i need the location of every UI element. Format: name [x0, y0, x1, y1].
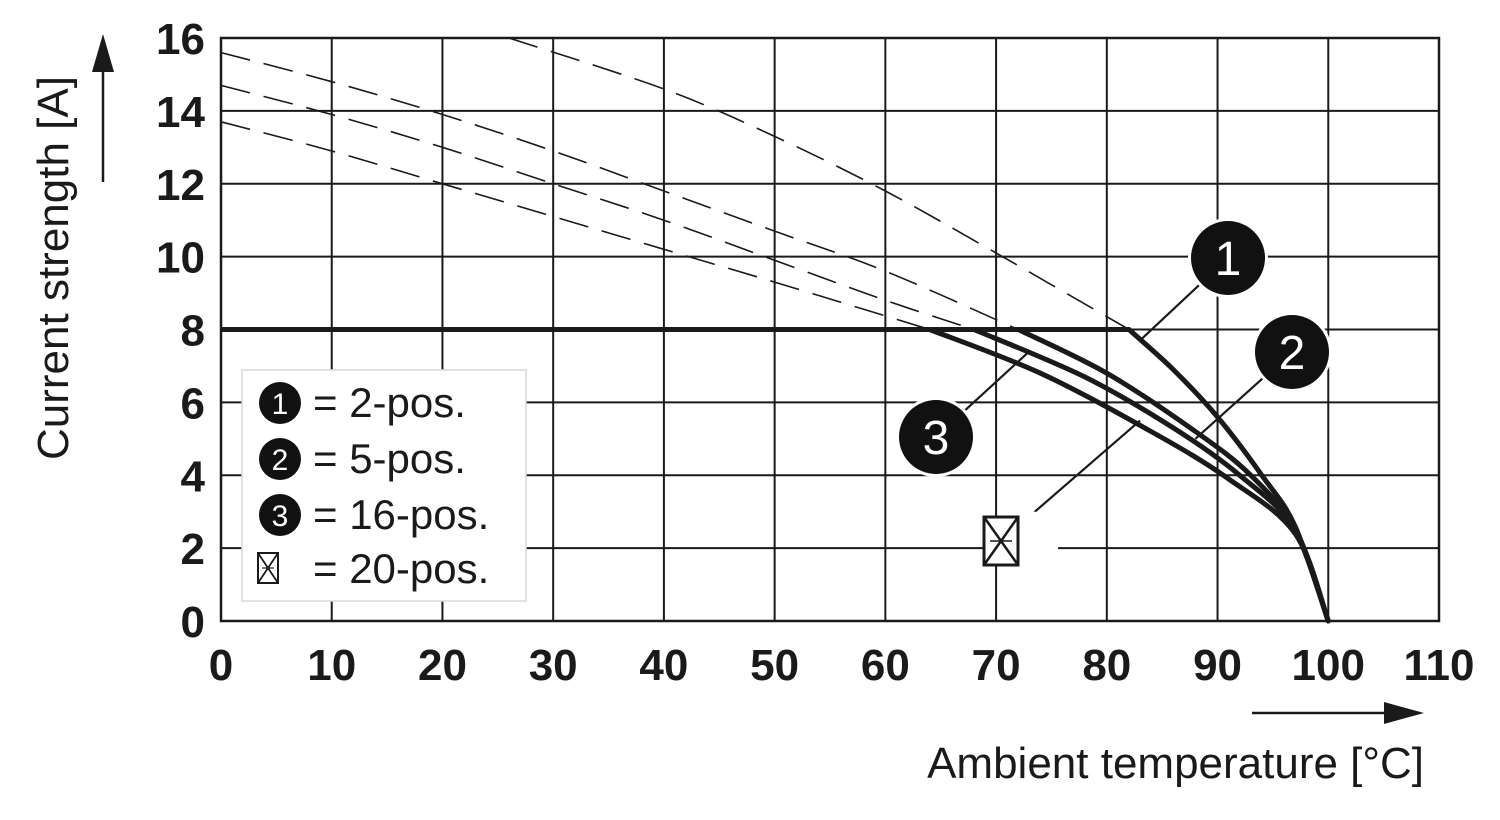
y-tick-label: 10	[156, 234, 205, 283]
x-tick-label: 40	[639, 641, 688, 690]
legend-item-2: 2 = 5-pos.	[259, 435, 466, 482]
callout-leader	[1022, 419, 1141, 523]
legend: 1 = 2-pos. 2 = 5-pos. 3 = 16-pos. = 20-p…	[241, 369, 527, 602]
legend-item-1: 1 = 2-pos.	[259, 379, 466, 426]
x-tick-label: 110	[1404, 641, 1475, 690]
x-tick-label: 100	[1292, 641, 1365, 690]
x-tick-label: 50	[750, 641, 799, 690]
y-tick-label: 6	[181, 379, 205, 428]
x-tick-label: 70	[972, 641, 1021, 690]
legend-label: = 16-pos.	[313, 491, 489, 538]
y-tick-label: 16	[156, 15, 205, 64]
y-tick-label: 12	[156, 161, 205, 210]
y-tick-label: 8	[181, 307, 205, 356]
legend-marker-label: 2	[272, 444, 289, 477]
marker-2-icon	[259, 438, 301, 480]
legend-item-3: 3 = 16-pos.	[259, 491, 489, 538]
x-tick-label: 20	[418, 641, 467, 690]
y-tick-label: 0	[181, 598, 205, 647]
x-axis-title-group: Ambient temperature [°C]	[927, 702, 1424, 788]
x-tick-label: 0	[209, 641, 233, 690]
legend-marker-label: 3	[272, 500, 289, 533]
x-tick-label: 30	[529, 641, 578, 690]
y-axis-title: Current strength [A]	[29, 76, 78, 460]
callout-label: 1	[1215, 233, 1242, 286]
dashed-curve	[508, 37, 1130, 331]
marker-1-icon	[259, 382, 301, 424]
x-tick-label: 60	[861, 641, 910, 690]
derating-curve	[927, 327, 1331, 624]
dashed-curve	[220, 84, 975, 331]
y-axis-title-group: Current strength [A]	[29, 34, 114, 460]
marker-3-icon	[259, 494, 301, 536]
callout-leader	[1194, 375, 1266, 440]
callout-leader	[1139, 282, 1202, 342]
callout-leader	[962, 350, 1031, 413]
x-tick-label: 80	[1082, 641, 1131, 690]
legend-item-4: = 20-pos.	[257, 545, 489, 592]
x-axis-arrowhead	[1384, 702, 1424, 724]
marker-2-icon	[1255, 315, 1329, 389]
dashed-curve	[220, 51, 1019, 331]
legend-marker-label: 1	[272, 388, 289, 421]
legend-label: = 5-pos.	[313, 435, 466, 482]
x-axis-title: Ambient temperature [°C]	[927, 739, 1424, 788]
dashed-curve	[220, 121, 930, 331]
dashed-curves	[220, 37, 1130, 331]
derating-curves	[221, 327, 1331, 624]
marker-3-icon	[899, 400, 973, 474]
x-tick-label: 10	[307, 641, 356, 690]
callout-label: 2	[1279, 327, 1306, 380]
marker-1-icon	[1191, 221, 1265, 295]
y-tick-label: 4	[181, 452, 206, 501]
y-tick-label: 2	[181, 525, 205, 574]
legend-label: = 2-pos.	[313, 379, 466, 426]
y-tick-label: 14	[156, 88, 205, 137]
legend-label: = 20-pos.	[313, 545, 489, 592]
20-pos-symbol-icon	[982, 515, 1020, 567]
callout-label: 3	[923, 412, 950, 465]
x-tick-label: 90	[1193, 641, 1242, 690]
callouts: 12 3	[896, 218, 1332, 571]
y-axis-arrowhead	[92, 34, 114, 72]
20-pos-symbol-icon	[257, 552, 279, 584]
